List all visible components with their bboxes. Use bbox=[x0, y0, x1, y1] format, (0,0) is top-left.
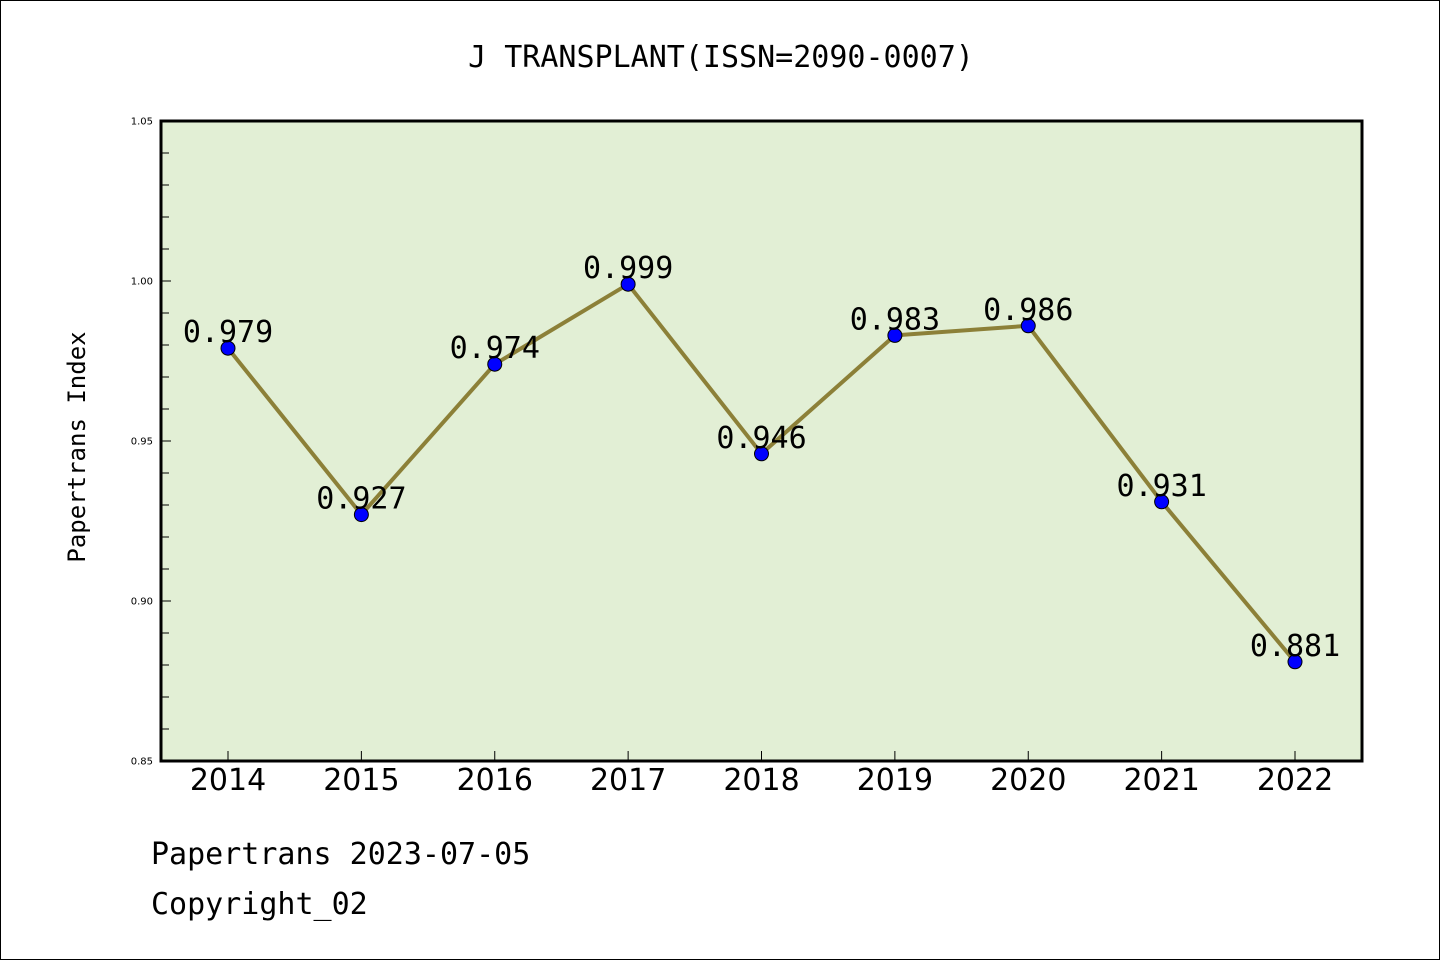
y-tick-label: 1.00 bbox=[131, 277, 153, 288]
data-point bbox=[1020, 318, 1036, 334]
x-tick-label: 2018 bbox=[723, 763, 799, 798]
data-point bbox=[887, 327, 903, 343]
data-label: 0.986 bbox=[983, 293, 1073, 328]
x-tick-label: 2016 bbox=[457, 763, 533, 798]
y-tick-label: 0.85 bbox=[131, 757, 153, 768]
data-label: 0.931 bbox=[1116, 469, 1206, 504]
plot-area bbox=[159, 119, 1364, 763]
y-tick-label: 0.95 bbox=[131, 437, 153, 448]
data-point bbox=[1287, 654, 1303, 670]
footer-copyright-text: Copyright_02 bbox=[151, 887, 368, 922]
data-label: 0.999 bbox=[583, 251, 673, 286]
data-point bbox=[487, 356, 503, 372]
data-label: 0.983 bbox=[850, 302, 940, 337]
data-label: 0.974 bbox=[450, 331, 540, 366]
y-axis: 0.85 0.90 0.95 1.00 1.05 bbox=[131, 117, 171, 768]
data-markers bbox=[220, 276, 1303, 670]
y-tick-label: 0.90 bbox=[131, 597, 153, 608]
footer-date-text: Papertrans 2023-07-05 bbox=[151, 837, 531, 872]
data-labels: 0.979 0.927 0.974 0.999 0.946 0.983 0.986 0.931… bbox=[183, 251, 1340, 664]
data-label: 0.881 bbox=[1250, 629, 1340, 664]
x-tick-label: 2014 bbox=[190, 763, 266, 798]
data-point bbox=[1154, 494, 1170, 510]
x-tick-label: 2022 bbox=[1257, 763, 1333, 798]
data-point bbox=[620, 276, 636, 292]
data-point bbox=[220, 340, 236, 356]
chart-title: J TRANSPLANT(ISSN=2090-0007) bbox=[468, 40, 974, 75]
x-tick-label: 2020 bbox=[990, 763, 1066, 798]
data-label: 0.946 bbox=[716, 421, 806, 456]
x-tick-label: 2015 bbox=[323, 763, 399, 798]
x-axis: 2014 2015 2016 2017 2018 2019 2020 2021 2022 bbox=[190, 751, 1333, 798]
data-point bbox=[754, 446, 769, 462]
data-label: 0.979 bbox=[183, 315, 273, 350]
x-tick-label: 2017 bbox=[590, 763, 666, 798]
x-tick-label: 2019 bbox=[857, 763, 933, 798]
y-axis-label: Papertrans Index bbox=[63, 331, 91, 562]
data-label: 0.927 bbox=[316, 482, 406, 517]
x-tick-label: 2021 bbox=[1123, 763, 1199, 798]
data-point bbox=[353, 507, 369, 523]
y-tick-label: 1.05 bbox=[131, 117, 153, 128]
